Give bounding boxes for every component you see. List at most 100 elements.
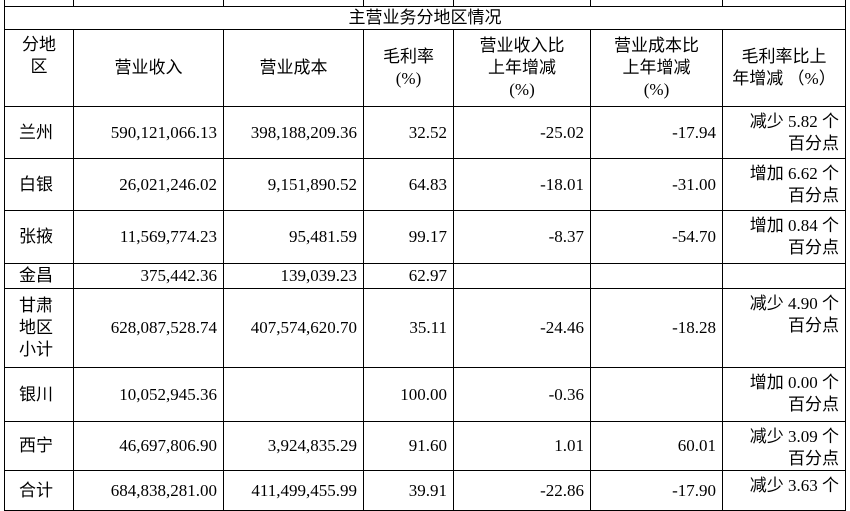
- value-cell: 11,569,774.23: [73, 210, 224, 264]
- table-title: 主营业务分地区情况: [4, 6, 846, 30]
- cell-line: 西宁: [19, 436, 53, 455]
- value-cell: 1.01: [453, 421, 591, 471]
- value-cell: -24.46: [453, 288, 591, 368]
- header-row: 分地区 营业收入 营业成本 毛利率 (%) 营业收入比 上年增减 (%) 营业成本比 上年增减 (%…: [4, 29, 846, 107]
- cell-line: 年增减 （%）: [732, 69, 836, 88]
- header-cell: 营业收入比上年增减 (%): [453, 29, 591, 107]
- cell-line: 百分点: [788, 134, 839, 153]
- cell-line: 地区: [19, 318, 53, 337]
- value-cell: 减少 3.09 个百分点: [722, 421, 846, 471]
- cell-line: 上年增减: [488, 58, 556, 77]
- value-cell: -31.00: [590, 158, 723, 211]
- value-cell: 99.17: [363, 210, 454, 264]
- title-row: 主营业务分地区情况: [4, 6, 846, 30]
- cell-line: 增加 6.62 个: [749, 164, 839, 183]
- data-row: 西宁 46,697,806.90 3,924,835.29 91.60 1.01 60.0…: [4, 421, 846, 471]
- cell-line: 合计: [19, 480, 53, 500]
- cell-line: 张掖: [19, 227, 53, 246]
- page: 主营业务分地区情况 分地区营业收入 营业成本 毛利率 (%) 营业收入比 上年增减 (%) 营…: [4, 0, 846, 511]
- value-cell: 64.83: [363, 158, 454, 211]
- cell-line: 银川: [19, 384, 53, 404]
- cell-line: 百分点: [788, 395, 839, 414]
- value-cell: -18.28: [590, 288, 723, 368]
- cell-line: 增加 0.00 个: [749, 373, 839, 392]
- value-cell: 628,087,528.74: [73, 288, 224, 368]
- cell-line: 减少 3.63 个: [749, 476, 839, 495]
- cell-line: 百分点: [788, 186, 839, 205]
- data-row: 合计 684,838,281.00 411,499,455.99 39.91 -22.8…: [4, 470, 846, 511]
- cell-line: 百分点: [788, 238, 839, 257]
- region-cell: 张掖: [4, 210, 74, 264]
- cell-line: 营业收入: [114, 58, 183, 77]
- cell-line: 分地: [22, 35, 56, 54]
- value-cell: 62.97: [363, 263, 454, 289]
- value-cell: [722, 263, 846, 289]
- value-cell: [590, 263, 723, 289]
- cell-line: 兰州: [19, 122, 53, 142]
- value-cell: 46,697,806.90: [73, 421, 224, 471]
- cell-line: 小计: [19, 340, 53, 359]
- value-cell: 9,151,890.52: [223, 158, 364, 211]
- data-row: 张掖 11,569,774.23 95,481.59 99.17 -8.37 -54.70…: [4, 210, 846, 264]
- value-cell: 139,039.23: [223, 263, 364, 289]
- region-cell: 甘肃 地区 小计: [4, 288, 74, 368]
- cell-line: 营业收入比: [479, 36, 565, 55]
- header-cell: 毛利率 (%): [363, 29, 454, 107]
- header-cell: 分地区: [4, 29, 74, 107]
- value-cell: 减少 5.82 个百分点: [722, 106, 846, 159]
- cell-line: 毛利率: [383, 47, 434, 66]
- value-cell: 增加 6.62 个百分点: [722, 158, 846, 211]
- data-row: 兰州 590,121,066.13 398,188,209.36 32.52 -25.0…: [4, 106, 846, 159]
- data-row: 银川 10,052,945.36 100.00 -0.36 增加 0.00 个百分点: [4, 367, 846, 422]
- value-cell: 26,021,246.02: [73, 158, 224, 211]
- cell-line: 减少 4.90 个: [749, 294, 839, 313]
- value-cell: 95,481.59: [223, 210, 364, 264]
- value-cell: [223, 367, 364, 422]
- header-cell: 营业收入: [73, 29, 224, 107]
- data-row: 金昌 375,442.36 139,039.23 62.97: [4, 263, 846, 289]
- value-cell: 590,121,066.13: [73, 106, 224, 159]
- value-cell: 减少 4.90 个百分点: [722, 288, 846, 368]
- value-cell: 35.11: [363, 288, 454, 368]
- header-cell: 营业成本比上年增减 (%): [590, 29, 723, 107]
- value-cell: -8.37: [453, 210, 591, 264]
- value-cell: -18.01: [453, 158, 591, 211]
- cell-line: 百分点: [788, 316, 839, 335]
- data-row: 白银 26,021,246.02 9,151,890.52 64.83 -18.01 -3…: [4, 158, 846, 211]
- cell-line: 上年增减: [622, 58, 691, 77]
- cell-line: 甘肃: [19, 296, 53, 315]
- value-cell: -17.90: [590, 470, 723, 511]
- region-cell: 西宁: [4, 421, 74, 471]
- value-cell: 10,052,945.36: [73, 367, 224, 422]
- cell-line: 白银: [19, 174, 53, 194]
- value-cell: 100.00: [363, 367, 454, 422]
- header-cell: 毛利率比上 年增减 （%）: [722, 29, 846, 107]
- cell-line: 金昌: [19, 266, 53, 285]
- region-cell: 兰州: [4, 106, 74, 159]
- region-cell: 银川: [4, 367, 74, 422]
- value-cell: 60.01: [590, 421, 723, 471]
- value-cell: 增加 0.00 个百分点: [722, 367, 846, 422]
- region-table: 主营业务分地区情况 分地区营业收入 营业成本 毛利率 (%) 营业收入比 上年增减 (%) 营…: [4, 0, 846, 511]
- value-cell: -17.94: [590, 106, 723, 159]
- value-cell: 407,574,620.70: [223, 288, 364, 368]
- value-cell: [590, 367, 723, 422]
- cell-line: 减少 3.09 个: [749, 427, 839, 446]
- value-cell: -22.86: [453, 470, 591, 511]
- value-cell: -0.36: [453, 367, 591, 422]
- value-cell: 增加 0.84 个百分点: [722, 210, 846, 264]
- region-cell: 金昌: [4, 263, 74, 289]
- value-cell: 32.52: [363, 106, 454, 159]
- cell-line: 百分点: [788, 449, 839, 468]
- cell-line: (%): [395, 69, 422, 88]
- data-row: 甘肃 地区 小计 628,087,528.74 407,574,620.70 35.11-…: [4, 288, 846, 368]
- value-cell: 91.60: [363, 421, 454, 471]
- value-cell: 411,499,455.99: [223, 470, 364, 511]
- value-cell: 39.91: [363, 470, 454, 511]
- cell-line: 营业成本比: [614, 36, 699, 55]
- region-cell: 合计: [4, 470, 74, 511]
- region-cell: 白银: [4, 158, 74, 211]
- cell-line: (%): [643, 80, 670, 99]
- value-cell: -25.02: [453, 106, 591, 159]
- cell-line: (%): [509, 80, 535, 99]
